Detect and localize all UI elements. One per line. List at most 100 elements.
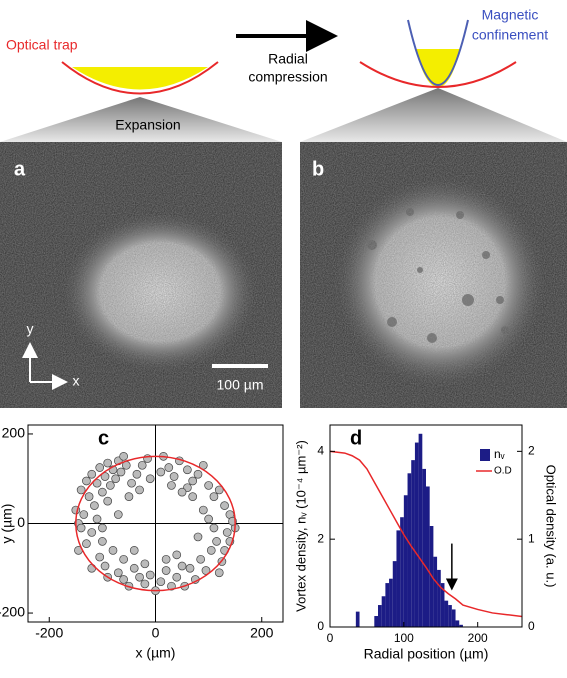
x-tick-label: -200 (35, 625, 63, 641)
point (172, 550, 182, 560)
panel-label: b (312, 158, 324, 180)
point (129, 546, 139, 555)
point (84, 492, 94, 501)
bar (378, 605, 382, 627)
y-tick-label: 4 (317, 444, 324, 458)
point (193, 469, 203, 479)
plot-frame (329, 424, 523, 628)
point (198, 505, 208, 515)
point (105, 481, 115, 490)
point (113, 568, 123, 578)
cloud (72, 67, 208, 90)
y-axis-label: Vortex density, nᵥ (10⁻⁴ µm⁻²) (293, 440, 308, 612)
label: confinement (472, 27, 548, 43)
point (90, 501, 99, 510)
point (156, 467, 166, 477)
bar (437, 569, 441, 627)
point (209, 492, 219, 501)
point (132, 469, 142, 479)
y-tick-label: 200 (2, 425, 26, 441)
label: compression (248, 69, 327, 85)
point (140, 579, 150, 589)
point (164, 463, 174, 472)
point (204, 514, 213, 524)
point (76, 485, 86, 495)
point (124, 492, 134, 501)
point (135, 485, 144, 495)
bar (355, 611, 360, 627)
point (145, 474, 155, 484)
point (206, 546, 216, 555)
y-axis-label: y (µm) (0, 504, 15, 544)
bar (389, 578, 393, 627)
bar (381, 596, 386, 627)
point (214, 568, 224, 578)
point (177, 487, 187, 497)
panel-label: d (350, 427, 362, 449)
bar (422, 468, 426, 627)
bar (451, 609, 456, 627)
y2-axis-label: Optical density (a. u.) (544, 465, 559, 588)
label: x (73, 373, 80, 389)
trap-curve (359, 61, 517, 88)
point (87, 563, 97, 573)
line (329, 450, 523, 618)
bar (414, 442, 419, 627)
point (185, 563, 195, 573)
point (87, 528, 97, 537)
x-tick-label: 200 (250, 625, 274, 641)
point (87, 469, 97, 479)
point (137, 460, 147, 470)
y-tick-label: 0 (17, 514, 25, 530)
point (92, 478, 102, 488)
label: Optical trap (6, 37, 78, 53)
panel-label: c (98, 427, 109, 449)
point (169, 472, 179, 481)
noise (0, 142, 282, 408)
label: y (27, 321, 34, 337)
bar (418, 433, 423, 627)
point (193, 532, 203, 542)
point (167, 481, 176, 490)
point (76, 523, 86, 533)
label: Radial (268, 51, 308, 67)
legend-label: nᵥ (494, 447, 505, 461)
point (103, 496, 113, 506)
bar (411, 460, 415, 627)
y-tick-label: 2 (317, 531, 324, 545)
point (113, 510, 123, 519)
x-axis-label: x (µm) (136, 645, 176, 661)
bar (392, 561, 397, 627)
y2-tick-label: 0 (528, 619, 535, 633)
x-tick-label: 200 (468, 631, 488, 645)
x-tick-label: 100 (394, 631, 414, 645)
y2-tick-label: 1 (528, 531, 535, 545)
point (82, 539, 91, 548)
point (135, 572, 144, 582)
point (220, 501, 229, 510)
point (79, 510, 89, 519)
point (127, 478, 136, 488)
point (129, 563, 139, 573)
bar (433, 556, 438, 627)
point (209, 523, 219, 533)
trap-curve (61, 61, 219, 95)
point (98, 537, 107, 546)
y-tick-label: 0 (317, 619, 324, 633)
point (98, 523, 107, 533)
point (100, 561, 110, 571)
point (201, 566, 211, 575)
bar (448, 605, 452, 627)
x-tick-label: 0 (152, 625, 160, 641)
point (100, 472, 110, 481)
bar (455, 620, 460, 627)
label: Magnetic (482, 7, 539, 23)
label: Expansion (115, 117, 180, 133)
point (188, 492, 198, 501)
point (119, 554, 128, 564)
point (222, 528, 232, 537)
point (172, 572, 182, 582)
point (82, 476, 91, 486)
point (177, 561, 187, 571)
